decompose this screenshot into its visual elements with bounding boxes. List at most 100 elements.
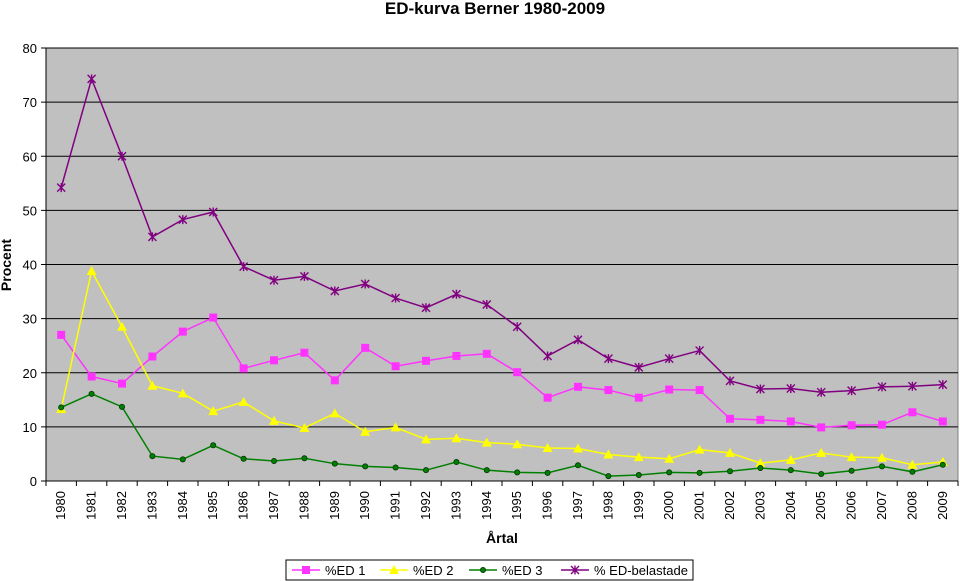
y-tick-label: 30	[23, 312, 37, 327]
data-point	[543, 351, 553, 361]
data-point	[665, 385, 674, 394]
data-point	[847, 386, 857, 396]
data-point	[239, 262, 249, 272]
data-point	[514, 469, 521, 476]
data-point	[877, 452, 887, 462]
data-point	[451, 433, 462, 443]
data-point	[147, 232, 157, 242]
data-point	[938, 380, 948, 390]
y-tick-label: 80	[23, 41, 37, 56]
data-point	[118, 379, 126, 388]
y-tick-label: 50	[23, 203, 37, 218]
x-tick-label: 1980	[53, 491, 68, 520]
data-point	[451, 289, 461, 299]
legend: %ED 1 %ED 2 %ED 3 % ED-belastade	[285, 559, 694, 581]
series-line	[60, 268, 943, 466]
data-point	[422, 356, 430, 365]
data-point	[117, 321, 127, 331]
series-lines	[56, 74, 948, 480]
data-point	[696, 469, 703, 476]
series-line	[60, 393, 943, 477]
x-tick-label: 1985	[205, 491, 220, 520]
y-axis-label: Procent	[0, 239, 14, 291]
data-point	[391, 362, 400, 371]
x-tick-label: 2008	[904, 491, 919, 520]
data-point	[726, 414, 734, 423]
data-point	[634, 393, 643, 402]
data-point	[816, 447, 827, 457]
x-tick-label: 2001	[692, 491, 707, 520]
x-tick-label: 1998	[600, 491, 615, 520]
data-point	[727, 468, 734, 475]
data-point	[209, 313, 218, 322]
data-point	[907, 381, 917, 391]
data-point	[603, 449, 614, 459]
x-tick-label: 2000	[661, 491, 676, 520]
data-point	[329, 408, 340, 418]
x-axis-ticks: 1980 1981 1982 1983 1984 1985 1986 1987 1988 1989…	[45, 481, 959, 520]
data-point	[300, 348, 309, 357]
y-tick-label: 20	[23, 366, 37, 381]
data-point	[573, 335, 583, 345]
x-tick-label: 2004	[783, 491, 798, 520]
data-point	[757, 465, 764, 472]
data-point	[390, 422, 401, 432]
legend-label: % ED-belastade	[594, 563, 688, 578]
data-point	[87, 74, 97, 84]
x-tick-label: 1988	[296, 491, 311, 520]
data-point	[574, 382, 582, 391]
x-tick-label: 2002	[722, 491, 737, 520]
data-point	[360, 426, 371, 436]
data-point	[543, 393, 552, 402]
data-point	[87, 372, 96, 381]
data-point	[544, 469, 551, 476]
x-tick-label: 1991	[388, 491, 403, 520]
x-axis-label: Årtal	[486, 530, 518, 546]
data-point	[847, 421, 856, 430]
data-point	[301, 455, 308, 462]
data-point	[542, 442, 553, 452]
data-point	[392, 464, 399, 471]
x-tick-label: 1986	[236, 491, 251, 520]
x-tick-label: 1989	[327, 491, 342, 520]
data-point	[512, 439, 523, 449]
series-4	[56, 74, 948, 397]
data-point	[633, 452, 644, 462]
data-point	[817, 423, 826, 432]
x-tick-label: 1996	[540, 491, 555, 520]
data-point	[816, 387, 826, 397]
series-line	[60, 76, 943, 393]
data-point	[695, 386, 704, 395]
x-tick-label: 1987	[266, 491, 281, 520]
x-tick-label: 2005	[813, 491, 828, 520]
data-point	[360, 279, 370, 289]
legend-label: %ED 1	[325, 563, 365, 578]
x-tick-label: 1994	[479, 491, 494, 520]
data-point	[695, 346, 705, 356]
data-point	[330, 286, 340, 296]
data-point	[270, 356, 278, 365]
legend-item: %ED 3	[469, 563, 542, 578]
y-tick-label: 40	[23, 258, 37, 273]
data-point	[755, 458, 766, 468]
data-point	[269, 415, 279, 425]
data-point	[239, 364, 248, 373]
data-point	[694, 444, 705, 454]
x-tick-label: 2009	[935, 491, 950, 520]
y-tick-label: 10	[23, 420, 37, 435]
data-point	[939, 461, 946, 468]
data-point	[361, 343, 370, 352]
data-point	[725, 447, 735, 457]
data-point	[56, 183, 66, 193]
data-point	[846, 452, 857, 462]
data-point	[58, 404, 65, 411]
data-point	[452, 351, 461, 360]
legend-label: %ED 3	[502, 563, 542, 578]
data-point	[879, 463, 886, 470]
data-point	[147, 380, 158, 390]
data-point	[786, 417, 795, 426]
data-point	[908, 408, 917, 417]
series-1	[57, 313, 947, 432]
data-point	[149, 453, 156, 460]
